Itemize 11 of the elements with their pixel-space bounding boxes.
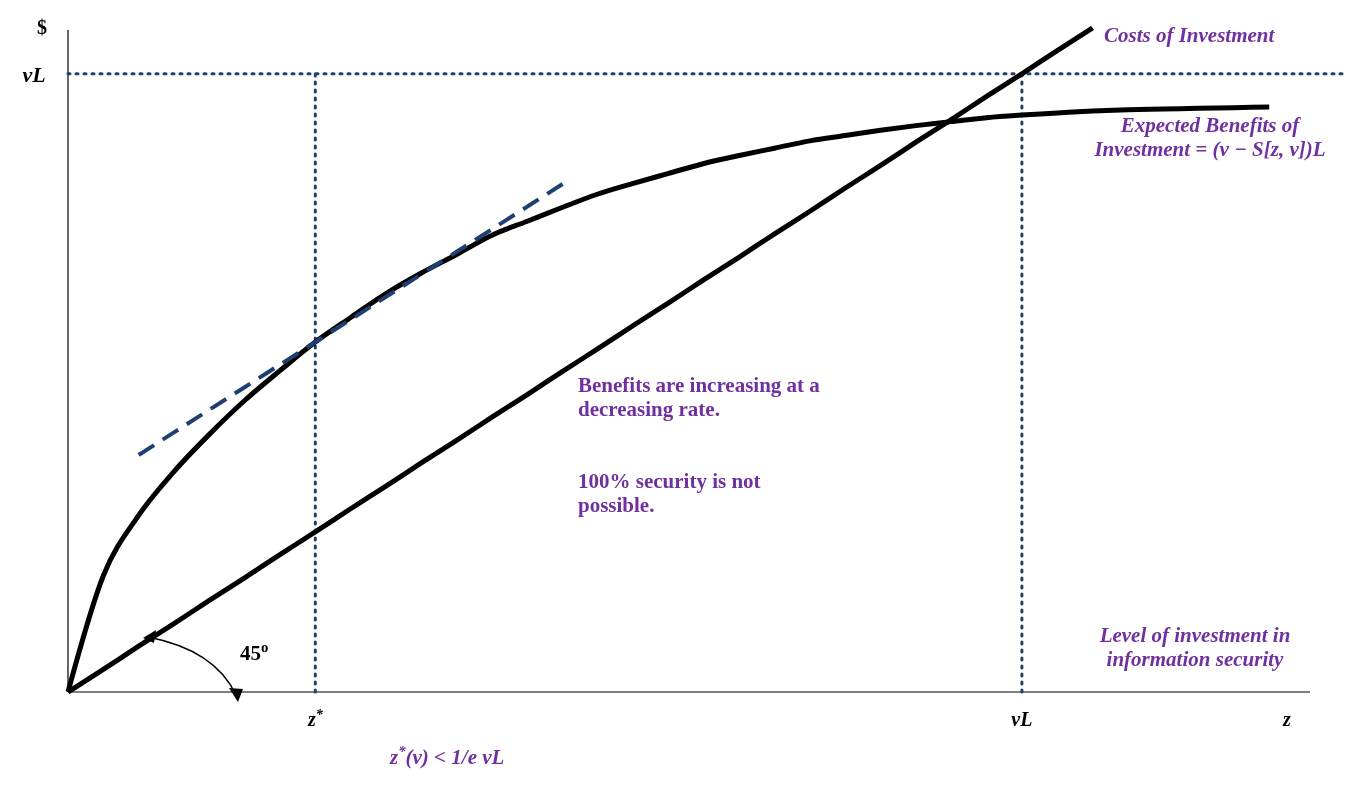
series-label: Costs of Investment — [1104, 23, 1276, 47]
annotation: Level of investment in information security — [1098, 623, 1291, 672]
y-axis-title: $ — [37, 16, 47, 38]
x-tick-label: z$^{*}$ — [306, 706, 324, 730]
x-axis-title: z — [1282, 708, 1292, 730]
ref-line-label: vL — [22, 61, 46, 87]
series-label: Expected Benefits of Investment = (v − S[z, v])L — [1093, 113, 1326, 162]
annotation: 45$^{o}$ — [240, 639, 269, 665]
text: z$^{*}$(v) < 1/e vL — [389, 743, 505, 769]
annotation: 100% security is not possible. — [578, 469, 761, 518]
annotation: Benefits are increasing at a decreasing rate. — [578, 373, 821, 422]
